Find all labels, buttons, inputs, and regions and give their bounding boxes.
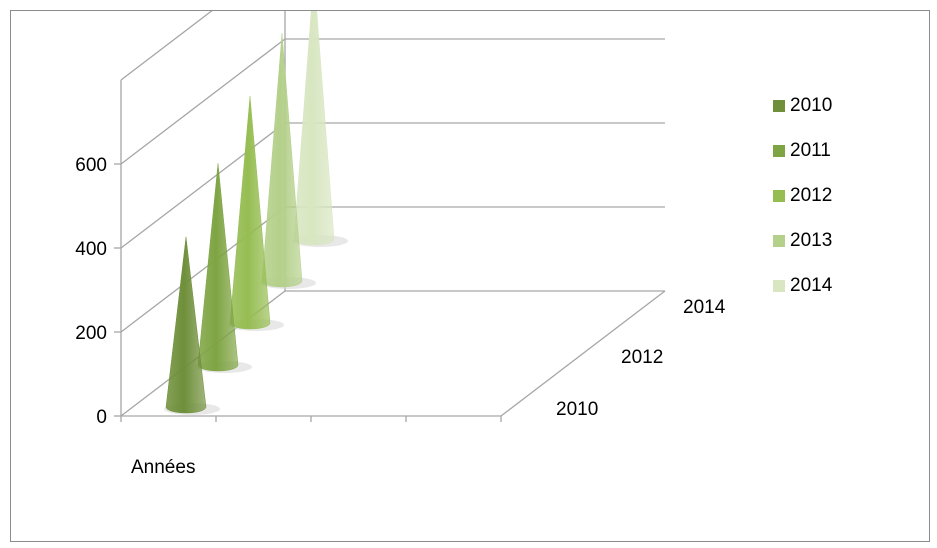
y-tick-label: 400 (75, 239, 107, 260)
legend-label: 2010 (790, 94, 833, 116)
chart-frame: 0 200 400 600 2010 2012 2014 Années 2010 2011 2… (10, 10, 930, 542)
legend-swatch (773, 144, 785, 157)
legend-item: 2012 (773, 173, 923, 218)
gridline (120, 11, 213, 81)
legend-swatch (773, 279, 785, 292)
y-tick-label: 200 (75, 323, 107, 344)
y-tick-label: 600 (75, 155, 107, 176)
floor-right-edge (500, 290, 666, 417)
legend-swatch (773, 234, 785, 247)
legend-swatch (773, 99, 785, 112)
cone-2013 (261, 33, 303, 288)
legend-item: 2014 (773, 263, 923, 308)
legend-label: 2014 (790, 274, 833, 296)
legend-swatch (773, 189, 785, 202)
cone-2014 (293, 11, 335, 246)
depth-tick-label: 2010 (556, 399, 598, 420)
legend-label: 2012 (790, 184, 833, 206)
y-tick-label: 0 (96, 407, 107, 428)
legend-item: 2013 (773, 218, 923, 263)
gridline (120, 122, 286, 249)
legend-label: 2011 (790, 139, 831, 161)
cone-chart: 0 200 400 600 2010 2012 2014 Années (75, 11, 726, 478)
legend-item: 2010 (773, 83, 923, 128)
gridline (120, 38, 286, 165)
legend-label: 2013 (790, 229, 833, 251)
depth-tick-label: 2014 (683, 297, 726, 318)
depth-tick-label: 2012 (621, 347, 663, 368)
legend-item: 2011 (773, 128, 923, 173)
x-category-label: Années (131, 457, 195, 478)
cone-2012 (229, 96, 271, 330)
legend: 2010 2011 2012 2013 2014 (773, 83, 923, 308)
cone-2010 (165, 236, 207, 414)
cone-2011 (197, 163, 239, 372)
